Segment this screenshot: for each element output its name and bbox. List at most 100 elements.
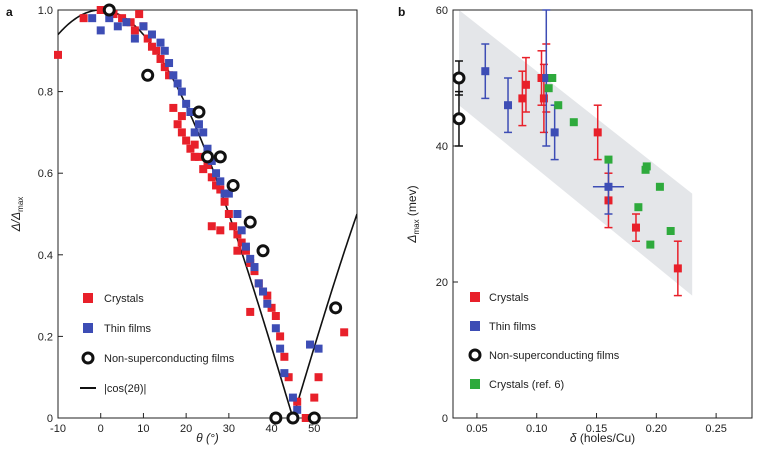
trend-band: [459, 10, 693, 296]
thin-film-point: [550, 128, 559, 137]
crystal-point: [177, 112, 186, 121]
crystal-point: [190, 140, 199, 149]
x-tick-label-b: 0.10: [526, 423, 547, 435]
nsc-film-point: [452, 71, 466, 85]
thin-film-point: [259, 287, 268, 296]
crystal-point: [280, 352, 289, 361]
crystal-point: [631, 223, 640, 232]
crystal-point: [241, 246, 250, 255]
thin-film-point: [194, 120, 203, 129]
crystal-point: [186, 144, 195, 153]
crystal-point: [593, 128, 602, 137]
crystal-ref6-point: [604, 155, 613, 164]
thin-film-point: [280, 369, 289, 378]
thin-film-point: [237, 226, 246, 235]
thin-film-point: [293, 405, 302, 414]
thin-film-point: [203, 144, 212, 153]
legend-crystals-marker: [83, 293, 93, 303]
crystal-point: [207, 222, 216, 231]
crystal-point: [190, 152, 199, 161]
y-tick-label-a: 0.4: [38, 250, 53, 262]
x-tick-label-a: 50: [308, 423, 320, 435]
y-tick-label-a: 0: [47, 413, 53, 425]
crystal-point: [156, 54, 165, 63]
y-tick-label-b: 20: [436, 277, 448, 289]
crystal-point: [118, 14, 127, 23]
legend-crystals-label: Crystals: [489, 292, 529, 304]
thin-film-point: [604, 182, 613, 191]
crystal-point: [276, 332, 285, 341]
thin-film-point: [306, 340, 315, 349]
crystal-point: [521, 80, 530, 89]
crystal-point: [169, 103, 178, 112]
crystal-point: [135, 10, 144, 19]
crystal-point: [284, 373, 293, 382]
y-tick-label-a: 1.0: [38, 5, 53, 17]
crystal-point: [271, 312, 280, 320]
y-axis-label-a: Δ/Δmax: [9, 197, 25, 233]
crystal-point: [199, 165, 208, 174]
panel-b-label: b: [398, 5, 405, 19]
crystal-point: [160, 63, 169, 72]
legend-thin-films-label: Thin films: [104, 323, 152, 335]
crystal-point: [301, 414, 310, 422]
crystal-point: [147, 42, 156, 51]
crystal-point: [310, 393, 319, 402]
crystal-point: [537, 74, 546, 82]
crystal-point: [237, 238, 246, 247]
thin-film-point: [177, 87, 186, 96]
thin-film-point: [147, 30, 156, 39]
crystal-point: [246, 307, 255, 316]
thin-film-point: [276, 344, 285, 353]
panel-a-label: a: [6, 5, 13, 19]
crystal-ref6-point: [544, 84, 553, 93]
thin-film-point: [271, 324, 280, 333]
crystal-point: [340, 328, 349, 337]
thin-film-point: [122, 18, 131, 27]
x-tick-label-a: -10: [50, 423, 66, 435]
crystal-point: [267, 303, 276, 312]
crystal-point: [216, 185, 225, 194]
crystal-point: [314, 373, 323, 382]
thin-film-point: [105, 14, 114, 23]
crystal-ref6-point: [666, 227, 675, 235]
thin-film-point: [190, 128, 199, 137]
crystal-point: [216, 226, 225, 235]
legend-crystals-marker: [470, 292, 480, 302]
nsc-film-point: [329, 301, 343, 315]
nsc-film-point: [226, 178, 240, 192]
nsc-film-point: [201, 150, 214, 164]
thin-film-point: [246, 254, 255, 263]
x-tick-label-a: 40: [265, 423, 277, 435]
thin-film-point: [504, 101, 513, 110]
panel-b: 0.05 0.10 0.15 0.20 0.25 0 20 40 60 δ (holes/Cu) Δ…: [405, 5, 753, 445]
nsc-film-point: [102, 3, 116, 17]
crystal-point: [212, 181, 221, 190]
thin-film-point: [139, 22, 148, 31]
y-tick-label-b: 0: [442, 413, 448, 425]
x-tick-label-b: 0.15: [586, 423, 607, 435]
thin-film-point: [169, 71, 178, 80]
crystal-point: [173, 120, 182, 129]
y-tick-label-a: 0.8: [38, 87, 53, 99]
crystal-point: [224, 210, 233, 218]
nsc-film-point: [286, 411, 300, 425]
x-axis-label-b: δ (holes/Cu): [570, 431, 635, 445]
legend-cos-label: |cos(2θ)|: [104, 383, 146, 395]
thin-film-point: [254, 279, 263, 288]
legend-nsc-label: Non-superconducting films: [104, 353, 235, 365]
crystal-ref6-point: [548, 74, 557, 82]
x-tick-label-a: 10: [137, 423, 149, 435]
thin-film-point: [542, 74, 551, 82]
y-tick-label-b: 60: [436, 5, 448, 17]
thin-film-point: [96, 26, 105, 35]
crystal-point: [539, 94, 548, 103]
crystal-point: [673, 264, 682, 273]
thin-film-point: [199, 128, 208, 137]
x-tick-label-a: 30: [223, 423, 235, 435]
thin-film-point: [314, 344, 323, 353]
legend-ref6-label: Crystals (ref. 6): [489, 379, 564, 391]
crystal-point: [54, 50, 62, 59]
legend-nsc-marker: [81, 351, 95, 365]
x-tick-label-a: 20: [180, 423, 192, 435]
